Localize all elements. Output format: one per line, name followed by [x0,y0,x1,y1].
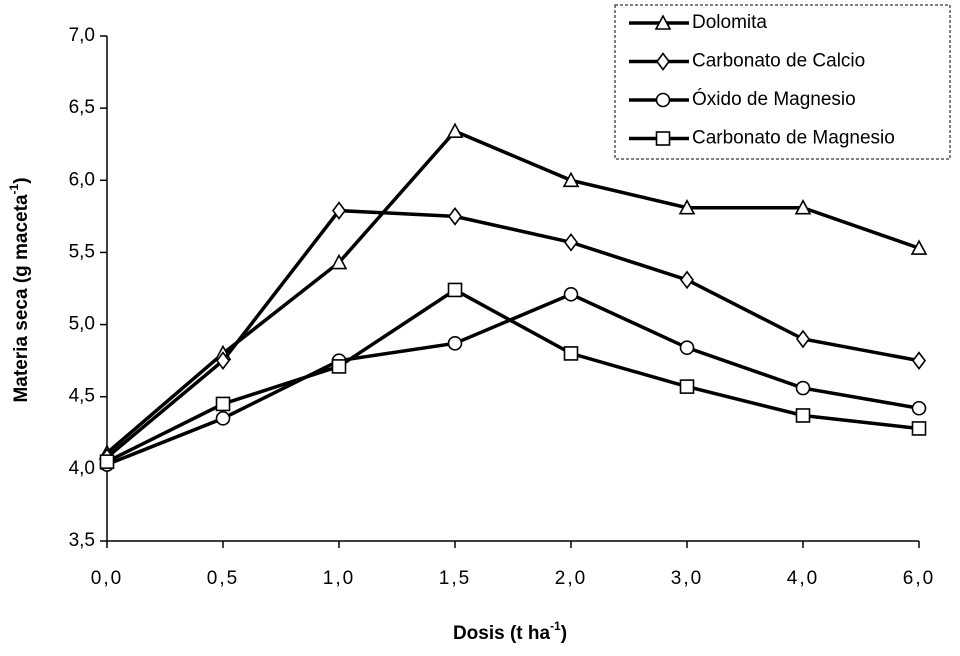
marker-square [655,131,671,146]
marker-circle [795,380,811,396]
marker-circle [563,286,579,302]
marker-square [99,454,115,469]
x-axis-title-sup: -1 [550,619,561,633]
y-tick-label: 6,5 [69,97,95,118]
y-axis-title: Materia seca (g maceta-1) [7,177,32,402]
marker-diamond [564,232,578,252]
y-axis-title-end: ) [11,177,32,183]
x-axis-title: Dosis (t ha-1) [453,619,567,644]
marker-triangle [910,239,928,255]
marker-square [447,282,463,298]
y-tick-label: 4,0 [69,458,95,479]
x-tick-label: 0,0 [91,568,123,589]
marker-diamond [680,270,694,290]
x-tick-label: 3,0 [671,568,703,589]
marker-triangle [330,253,348,270]
marker-diamond [332,201,346,220]
series-line [106,292,920,467]
y-tick-label: 3,5 [69,530,95,551]
marker-triangle [678,199,696,215]
marker-circle [655,92,671,108]
y-axis-title-text: Materia seca (g maceta [11,194,32,402]
marker-triangle [562,171,580,188]
marker-triangle [794,199,812,215]
marker-diamond [796,329,810,349]
y-tick-label: 4,5 [69,386,95,407]
marker-square [679,379,695,394]
marker-diamond [656,52,670,71]
legend-label: Óxido de Magnesio [692,88,856,110]
marker-square [563,346,579,361]
marker-circle [215,411,231,426]
y-axis-title-sup: -1 [7,183,21,194]
x-axis-title-end: ) [561,623,567,644]
x-tick-label: 0,5 [207,568,239,589]
y-tick-label: 7,0 [69,25,95,46]
marker-triangle [446,122,464,139]
x-tick-label: 6,0 [903,568,935,589]
marker-square [215,396,231,412]
x-axis-title-text: Dosis (t ha [453,623,551,644]
legend-box [614,4,951,160]
marker-diamond [912,351,926,370]
marker-square [331,359,347,374]
x-tick-label: 1,0 [323,568,355,589]
marker-circle [447,336,463,351]
marker-circle [679,340,695,355]
x-tick-label: 1,5 [439,568,471,589]
legend-label: Dolomita [692,12,767,33]
y-tick-label: 6,0 [69,169,95,190]
x-tick-label: 4,0 [787,568,819,589]
x-tick-label: 2,0 [555,568,587,589]
y-tick-label: 5,5 [69,241,95,262]
marker-square [911,421,927,436]
marker-circle [911,400,927,416]
legend-label: Carbonato de Magnesio [692,128,895,149]
marker-diamond [448,207,462,226]
series-line [106,287,920,464]
marker-diamond [216,351,230,370]
series-line [105,208,920,459]
marker-triangle [654,14,672,30]
marker-square [795,408,811,423]
y-tick-label: 5,0 [69,314,95,335]
legend-label: Carbonato de Calcio [692,51,865,72]
